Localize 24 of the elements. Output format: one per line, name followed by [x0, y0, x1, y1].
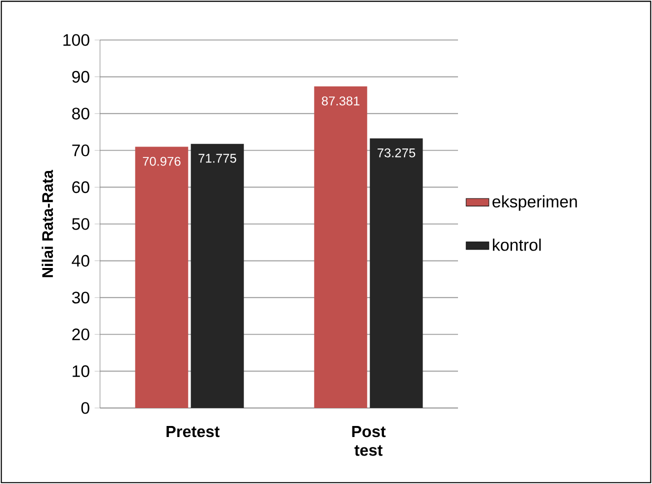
bar: [135, 146, 188, 408]
legend-label: eksperimen: [492, 195, 577, 211]
y-axis-title: Nilai Rata-Rata: [42, 170, 53, 278]
data-label: 70.976: [142, 156, 180, 166]
y-tick-label: 30: [72, 292, 90, 304]
x-tick-label: Post test: [352, 426, 386, 456]
y-tick-label: 80: [72, 108, 90, 120]
y-tick-label: 70: [72, 144, 90, 156]
y-tick-label: 40: [72, 254, 90, 267]
y-tick-label: 50: [72, 218, 90, 230]
y-tick-label: 0: [81, 402, 90, 414]
legend-label: kontrol: [492, 238, 541, 251]
x-tick-label: Pretest: [166, 426, 220, 438]
bar: [190, 144, 244, 408]
data-label: 71.775: [198, 154, 236, 163]
y-tick-label: 90: [72, 70, 90, 83]
data-label: 87.381: [322, 96, 360, 106]
y-tick-label: 20: [72, 328, 90, 340]
bar: [314, 86, 368, 408]
y-tick-label: 10: [72, 365, 90, 378]
bar: [370, 138, 423, 408]
data-label: 73.275: [378, 148, 416, 158]
y-tick-label: 100: [63, 34, 90, 46]
y-tick-label: 60: [72, 181, 90, 194]
